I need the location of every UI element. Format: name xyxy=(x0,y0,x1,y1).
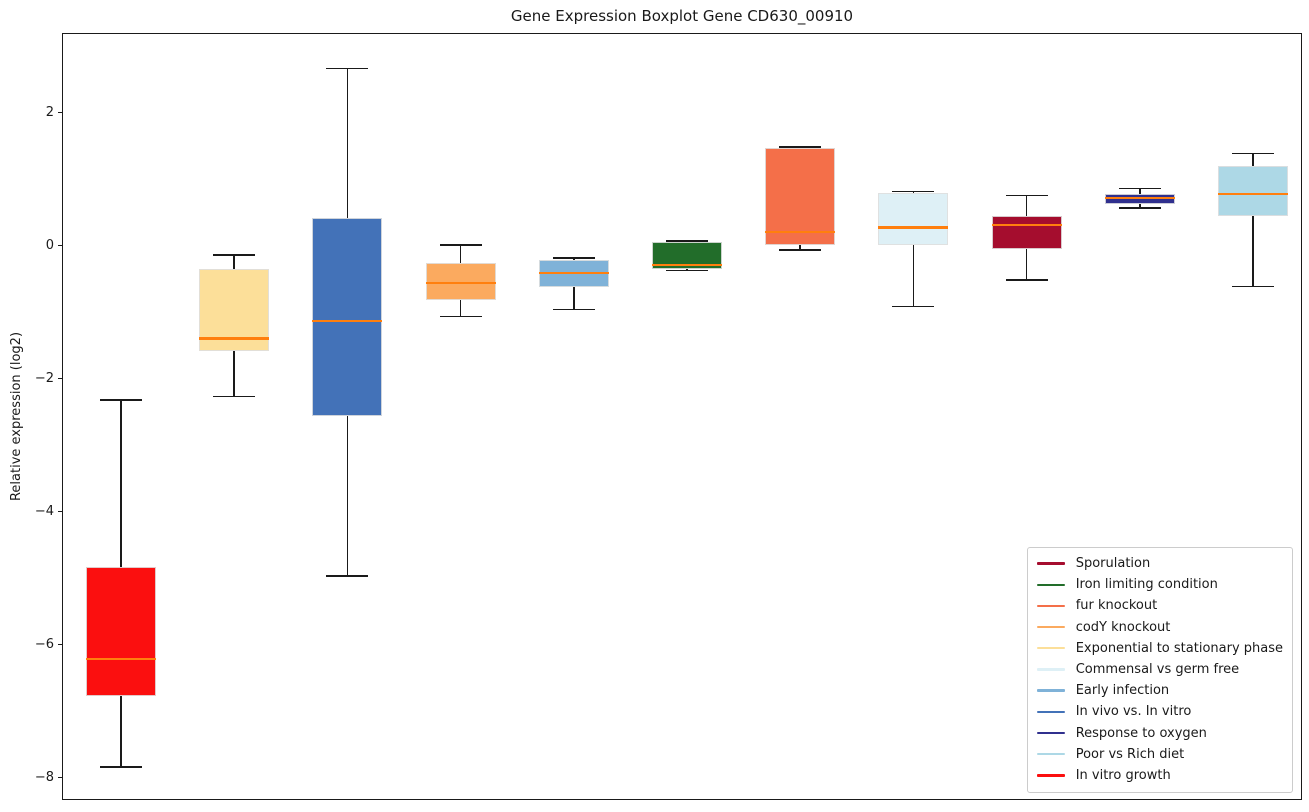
legend-swatch xyxy=(1036,689,1065,692)
y-tick-label: −6 xyxy=(34,636,54,652)
median-line xyxy=(652,263,722,266)
box-whisker-cap-top xyxy=(892,190,935,193)
legend-item: fur knockout xyxy=(1036,595,1283,616)
legend-swatch xyxy=(1036,562,1065,565)
box-whisker-cap-top xyxy=(1005,194,1048,197)
y-tick-mark xyxy=(58,112,62,114)
median-line xyxy=(312,320,383,323)
legend-item: Poor vs Rich diet xyxy=(1036,744,1283,765)
box-whisker-cap-bottom xyxy=(666,269,708,272)
box-whisker-cap-bottom xyxy=(326,575,369,577)
y-tick-label: 2 xyxy=(45,104,54,120)
box-whisker-cap-top xyxy=(779,146,822,148)
legend-item: codY knockout xyxy=(1036,617,1283,638)
legend-label: fur knockout xyxy=(1075,598,1158,614)
box-whisker-cap-bottom xyxy=(552,308,595,311)
legend-swatch xyxy=(1036,710,1065,714)
legend-label: Early infection xyxy=(1075,683,1170,699)
legend-item: In vitro growth xyxy=(1036,765,1283,786)
chart-title: Gene Expression Boxplot Gene CD630_00910 xyxy=(510,7,854,25)
y-tick-mark xyxy=(58,245,62,247)
legend-item: Sporulation xyxy=(1036,553,1283,574)
box-whisker-cap-top xyxy=(100,399,142,401)
median-line xyxy=(1218,192,1288,195)
box-whisker-line xyxy=(1252,153,1254,287)
legend-item: Response to oxygen xyxy=(1036,722,1283,743)
box-whisker-cap-top xyxy=(1232,152,1274,155)
y-tick-mark xyxy=(58,777,62,779)
box-whisker-cap-bottom xyxy=(1118,207,1161,209)
legend-label: codY knockout xyxy=(1075,619,1171,635)
boxplot-box xyxy=(878,192,949,246)
median-line xyxy=(765,231,836,234)
median-line xyxy=(991,223,1062,226)
box-whisker-cap-bottom xyxy=(1005,279,1048,281)
boxplot-box xyxy=(425,262,496,300)
legend-item: In vivo vs. In vitro xyxy=(1036,701,1283,722)
boxplot-box xyxy=(765,148,836,245)
boxplot-box xyxy=(199,269,270,351)
legend-label: Sporulation xyxy=(1075,556,1151,572)
legend-label: In vitro growth xyxy=(1075,767,1171,783)
box-whisker-cap-top xyxy=(1118,187,1161,190)
box-whisker-cap-top xyxy=(439,244,482,246)
legend-swatch xyxy=(1036,731,1065,735)
y-tick-label: −2 xyxy=(34,370,54,386)
legend-item: Iron limiting condition xyxy=(1036,574,1283,595)
legend-label: In vivo vs. In vitro xyxy=(1075,704,1192,720)
box-whisker-cap-top xyxy=(326,67,369,70)
box-whisker-cap-top xyxy=(213,254,256,256)
legend-swatch xyxy=(1036,668,1065,671)
box-whisker-line xyxy=(912,191,915,307)
median-line xyxy=(878,226,949,229)
plot-area: Sporulation Iron limiting condition fur kn… xyxy=(62,33,1302,800)
legend-swatch xyxy=(1036,583,1065,586)
legend-label: Response to oxygen xyxy=(1075,725,1207,741)
legend: Sporulation Iron limiting condition fur kn… xyxy=(1026,546,1293,793)
box-whisker-cap-bottom xyxy=(892,305,935,308)
legend-swatch xyxy=(1036,774,1065,777)
y-axis-label: Relative expression (log2) xyxy=(9,331,25,502)
y-tick-label: −8 xyxy=(34,769,54,785)
legend-item: Commensal vs germ free xyxy=(1036,659,1283,680)
boxplot-box xyxy=(312,218,383,417)
legend-swatch xyxy=(1036,604,1065,608)
legend-swatch xyxy=(1036,753,1065,756)
y-tick-label: −4 xyxy=(34,503,54,519)
box-whisker-cap-bottom xyxy=(779,249,822,251)
boxplot-box xyxy=(991,216,1062,249)
box-whisker-cap-bottom xyxy=(213,395,256,398)
median-line xyxy=(425,281,496,284)
legend-swatch xyxy=(1036,625,1065,629)
median-line xyxy=(538,271,609,274)
median-line xyxy=(1104,197,1175,200)
legend-label: Poor vs Rich diet xyxy=(1075,746,1185,762)
boxplot-box xyxy=(1218,165,1288,217)
box-whisker-cap-bottom xyxy=(439,315,482,318)
box-whisker-cap-top xyxy=(552,257,595,259)
legend-swatch xyxy=(1036,647,1065,650)
legend-label: Commensal vs germ free xyxy=(1075,661,1240,677)
box-whisker-cap-top xyxy=(666,240,708,242)
y-axis-label-wrap: Relative expression (log2) xyxy=(0,33,34,800)
box-whisker-cap-bottom xyxy=(100,766,142,768)
box-whisker-cap-bottom xyxy=(1232,285,1274,288)
y-tick-label: 0 xyxy=(45,237,54,253)
median-line xyxy=(199,337,270,340)
legend-item: Early infection xyxy=(1036,680,1283,701)
y-tick-mark xyxy=(58,511,62,513)
legend-label: Iron limiting condition xyxy=(1075,577,1218,593)
boxplot-box xyxy=(86,567,156,697)
median-line xyxy=(86,658,156,661)
y-tick-mark xyxy=(58,378,62,380)
legend-label: Exponential to stationary phase xyxy=(1075,640,1283,656)
legend-item: Exponential to stationary phase xyxy=(1036,638,1283,659)
y-tick-mark xyxy=(58,644,62,646)
